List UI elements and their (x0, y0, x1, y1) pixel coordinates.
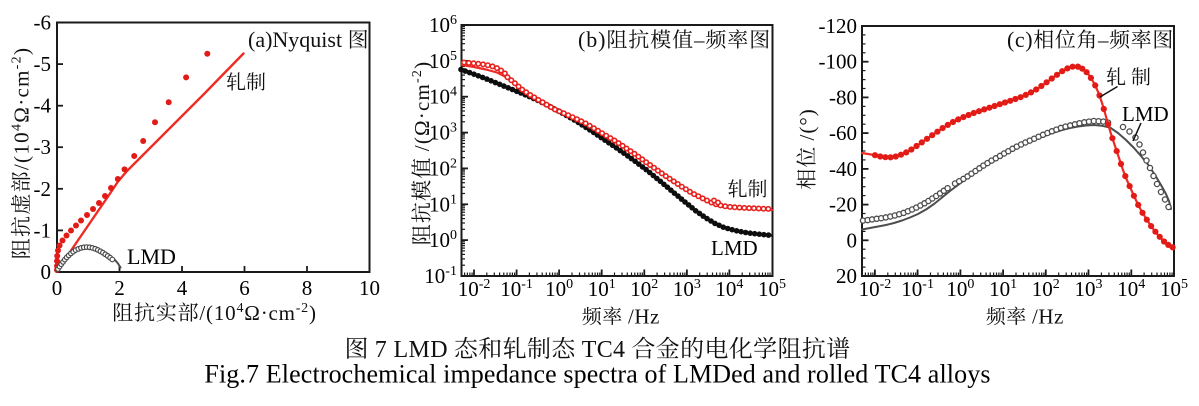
svg-text:): ) (10, 47, 34, 55)
svg-text:0: 0 (566, 277, 573, 292)
svg-text:20: 20 (836, 264, 857, 288)
svg-text:3: 3 (694, 277, 701, 292)
svg-text:-3: -3 (34, 135, 52, 159)
svg-text:10: 10 (989, 277, 1010, 301)
svg-text:2: 2 (114, 276, 125, 300)
svg-text:/Hz: /Hz (628, 305, 660, 329)
svg-text:5: 5 (779, 277, 786, 292)
svg-text:8: 8 (302, 276, 313, 300)
svg-text:10: 10 (1075, 277, 1096, 301)
svg-text:4: 4 (177, 276, 188, 300)
svg-text:4: 4 (1138, 277, 1145, 292)
svg-text:4: 4 (736, 277, 743, 292)
svg-text:-2: -2 (9, 55, 24, 69)
svg-text:4: 4 (450, 85, 457, 100)
svg-text:10: 10 (946, 277, 967, 301)
svg-text:(b): (b) (578, 27, 606, 52)
svg-text:5: 5 (1181, 277, 1188, 292)
svg-text:/(10: /(10 (10, 131, 34, 170)
svg-text:3: 3 (1096, 277, 1103, 292)
svg-text:-100: -100 (819, 50, 858, 74)
svg-text:LMD: LMD (711, 236, 758, 260)
svg-text:-2: -2 (34, 177, 52, 201)
svg-text:LMD: LMD (1122, 102, 1169, 126)
svg-text:-5: -5 (34, 52, 52, 76)
svg-text:Ω·cm: Ω·cm (244, 301, 295, 325)
svg-text:): ) (309, 301, 317, 325)
svg-text:1: 1 (450, 192, 457, 207)
svg-text:-4: -4 (34, 94, 52, 118)
svg-text:6: 6 (239, 276, 250, 300)
svg-text:7 LMD: 7 LMD (375, 337, 448, 363)
svg-text:1: 1 (609, 277, 616, 292)
svg-text:–: – (1097, 28, 1109, 52)
svg-text:/(: /( (410, 136, 434, 151)
svg-text:10: 10 (588, 277, 609, 301)
svg-text:10: 10 (429, 156, 450, 180)
svg-text:0: 0 (967, 277, 974, 292)
svg-text:/(10: /(10 (199, 301, 236, 325)
svg-text:10: 10 (429, 121, 450, 145)
svg-text:-2: -2 (296, 301, 309, 316)
svg-text:10: 10 (758, 277, 779, 301)
svg-text:-40: -40 (829, 157, 857, 181)
svg-text:10: 10 (458, 277, 479, 301)
svg-text:-1: -1 (922, 277, 934, 292)
svg-text:): ) (410, 61, 434, 69)
svg-text:0: 0 (52, 276, 63, 300)
svg-text:10: 10 (424, 264, 445, 288)
svg-text:4: 4 (9, 123, 24, 131)
svg-text:10: 10 (630, 277, 651, 301)
svg-text:1: 1 (1010, 277, 1017, 292)
svg-text:-120: -120 (819, 14, 858, 38)
svg-text:Ω·cm: Ω·cm (410, 83, 434, 136)
svg-text:-2: -2 (410, 69, 425, 83)
svg-text:5: 5 (450, 49, 457, 64)
svg-text:/Hz: /Hz (1032, 305, 1064, 329)
svg-text:–: – (693, 28, 705, 52)
svg-text:10: 10 (545, 277, 566, 301)
svg-text:-2: -2 (880, 277, 892, 292)
svg-text:-2: -2 (479, 277, 491, 292)
svg-text:0: 0 (41, 260, 52, 284)
svg-text:10: 10 (500, 277, 521, 301)
svg-text:(a): (a) (248, 27, 272, 52)
svg-text:-6: -6 (34, 11, 52, 35)
svg-text:3: 3 (450, 121, 457, 136)
svg-text:-1: -1 (34, 218, 52, 242)
svg-text:/(°): /(°) (795, 108, 819, 140)
svg-text:4: 4 (237, 301, 245, 316)
svg-text:10: 10 (715, 277, 736, 301)
svg-text:2: 2 (651, 277, 658, 292)
svg-text:Ω·cm: Ω·cm (10, 69, 34, 122)
svg-text:10: 10 (429, 85, 450, 109)
svg-text:10: 10 (859, 277, 880, 301)
svg-text:2: 2 (1053, 277, 1060, 292)
svg-text:10: 10 (429, 49, 450, 73)
svg-text:-60: -60 (829, 121, 857, 145)
svg-text:-20: -20 (829, 193, 857, 217)
svg-text:10: 10 (429, 228, 450, 252)
svg-text:10: 10 (1117, 277, 1138, 301)
svg-text:Nyquist: Nyquist (272, 27, 342, 52)
svg-text:10: 10 (901, 277, 922, 301)
svg-text:-1: -1 (445, 264, 457, 279)
svg-text:TC4: TC4 (582, 337, 626, 363)
svg-text:10: 10 (429, 192, 450, 216)
svg-text:(c): (c) (1007, 27, 1033, 52)
svg-text:10: 10 (359, 276, 380, 300)
svg-text:Fig.7 Electrochemical impedan: Fig.7 Electrochemical impedance spectra … (204, 360, 990, 389)
svg-text:10: 10 (429, 13, 450, 37)
svg-text:10: 10 (1032, 277, 1053, 301)
svg-text:10: 10 (673, 277, 694, 301)
svg-text:-80: -80 (829, 85, 857, 109)
svg-text:-1: -1 (521, 277, 533, 292)
svg-text:10: 10 (1160, 277, 1181, 301)
svg-text:0: 0 (450, 228, 457, 243)
svg-text:LMD: LMD (127, 244, 176, 269)
svg-text:2: 2 (450, 156, 457, 171)
svg-text:6: 6 (450, 13, 457, 28)
svg-text:0: 0 (847, 228, 858, 252)
